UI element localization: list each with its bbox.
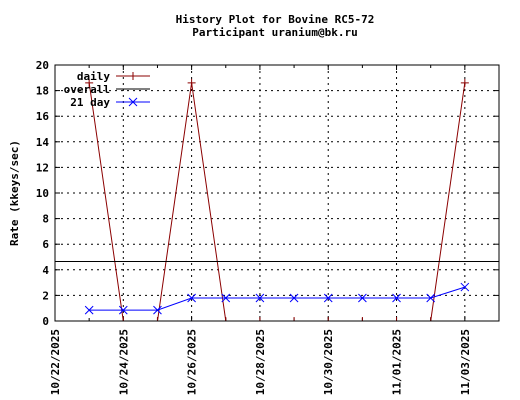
series-21-day-point (84, 305, 94, 315)
series-daily-point (187, 78, 196, 87)
series-21-day-point (255, 293, 265, 303)
series-daily-point (392, 317, 401, 321)
series-daily-point (460, 78, 469, 87)
y-tick-label: 12 (36, 161, 49, 174)
plot-area: 0 2 4 6 8 10 12 14 16 18 20 10/22/2025 10/24/2025 10/… (36, 59, 500, 395)
x-tick-label: 10/22/2025 (49, 329, 62, 395)
x-tick-label: 10/28/2025 (254, 329, 267, 395)
y-tick-label: 10 (36, 187, 49, 200)
series-21-day-point (118, 305, 128, 315)
y-axis-label: Rate (kkeys/sec) (8, 140, 21, 246)
x-tick-label: 10/26/2025 (186, 329, 199, 395)
series-21-day-point (460, 282, 470, 292)
x-tick-label: 10/24/2025 (117, 329, 130, 395)
x-tick-label: 10/30/2025 (322, 329, 335, 395)
series-21-day-point (187, 293, 196, 303)
series-21-day-point (426, 293, 436, 303)
series-21-day-point (323, 293, 333, 303)
series-21-day-point (289, 293, 299, 303)
series-daily-point (153, 317, 162, 321)
series-daily-point (85, 78, 94, 87)
y-tick-label: 0 (42, 315, 49, 328)
chart-title: History Plot for Bovine RC5-72 (176, 13, 375, 26)
series-daily-point (358, 317, 367, 321)
y-tick-label: 8 (42, 213, 49, 226)
series-21-day-point (153, 305, 162, 315)
series-daily-point (290, 317, 299, 321)
y-tick-label: 14 (36, 136, 50, 149)
legend-label: daily (77, 70, 110, 83)
legend-label: 21 day (70, 96, 110, 109)
legend-marker (129, 72, 137, 80)
chart-subtitle: Participant uranium@bk.ru (192, 26, 358, 39)
x-tick-label: 11/03/2025 (459, 329, 472, 395)
series-21-day-point (392, 293, 401, 303)
legend-marker (128, 97, 138, 107)
y-tick-label: 6 (42, 238, 49, 251)
series-21-day-point (221, 293, 231, 303)
series-daily-line (88, 82, 466, 321)
y-tick-label: 2 (42, 289, 49, 302)
series-21-day-point (358, 293, 367, 303)
series-daily-point (221, 317, 230, 321)
series-daily-point (426, 317, 435, 321)
plot-frame (54, 64, 500, 322)
legend-label: overall (64, 83, 110, 96)
series-21-day-line (89, 286, 465, 311)
series-daily-point (255, 317, 264, 321)
series-daily-point (324, 317, 333, 321)
y-tick-label: 4 (42, 264, 49, 277)
y-tick-label: 16 (36, 110, 50, 123)
series-daily-point (119, 317, 128, 321)
y-tick-label: 20 (36, 59, 49, 72)
y-tick-label: 18 (36, 85, 49, 98)
x-tick-label: 11/01/2025 (391, 329, 404, 395)
series-layer (55, 78, 499, 321)
